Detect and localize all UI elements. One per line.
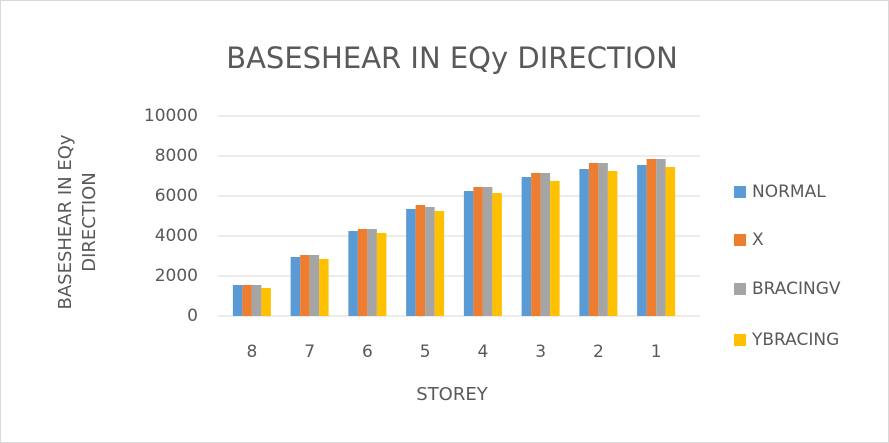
legend-label: BRACINGV: [752, 279, 841, 299]
y-tick-label: 2000: [155, 266, 198, 286]
bar: [473, 187, 483, 316]
bar: [348, 231, 358, 316]
y-tick-label: 8000: [155, 146, 198, 166]
bar: [482, 187, 493, 316]
bar: [232, 285, 243, 316]
bar: [607, 171, 618, 316]
x-tick-label: 7: [304, 342, 315, 362]
x-tick-label: 4: [477, 342, 488, 362]
bar: [579, 169, 589, 316]
y-tick-label: 10000: [144, 106, 198, 126]
bar: [463, 191, 474, 316]
legend-swatch: [734, 283, 746, 295]
bar: [319, 259, 329, 316]
bar: [588, 163, 599, 316]
legend-swatch: [734, 186, 746, 198]
bar: [376, 233, 387, 316]
bar: [290, 257, 301, 316]
legend-swatch: [734, 334, 746, 346]
bar: [261, 288, 271, 316]
x-tick-label: 1: [651, 342, 662, 362]
bar: [367, 229, 377, 316]
bar: [300, 255, 310, 316]
bar: [406, 209, 416, 316]
bar: [637, 165, 647, 316]
legend-label: YBRACING: [751, 330, 839, 350]
bar: [251, 285, 262, 316]
bar: [540, 173, 551, 316]
bar: [415, 205, 426, 316]
bar: [665, 167, 676, 316]
bar: [656, 159, 666, 316]
x-tick-label: 6: [362, 342, 373, 362]
bar: [425, 207, 435, 316]
bar: [492, 193, 502, 316]
x-tick-label: 2: [593, 342, 604, 362]
bar: [550, 181, 560, 316]
bar: [598, 163, 608, 316]
bar: [242, 285, 252, 316]
chart-title: BASESHEAR IN EQy DIRECTION: [226, 41, 678, 75]
legend-swatch: [734, 234, 746, 246]
legend-label: NORMAL: [752, 182, 826, 202]
bar: [521, 177, 532, 316]
y-axis-label: BASESHEAR IN EQy DIRECTION: [55, 134, 100, 310]
x-axis-label: STOREY: [416, 384, 488, 405]
bar: [434, 211, 445, 316]
bar: [646, 159, 657, 316]
y-tick-label: 6000: [155, 186, 198, 206]
bar: [309, 255, 320, 316]
bar: [531, 173, 541, 316]
y-tick-label: 4000: [155, 226, 198, 246]
x-tick-label: 5: [420, 342, 431, 362]
y-tick-label: 0: [187, 306, 198, 326]
x-tick-label: 3: [535, 342, 546, 362]
bar: [357, 229, 368, 316]
legend-label: X: [752, 230, 764, 250]
x-tick-label: 8: [246, 342, 257, 362]
